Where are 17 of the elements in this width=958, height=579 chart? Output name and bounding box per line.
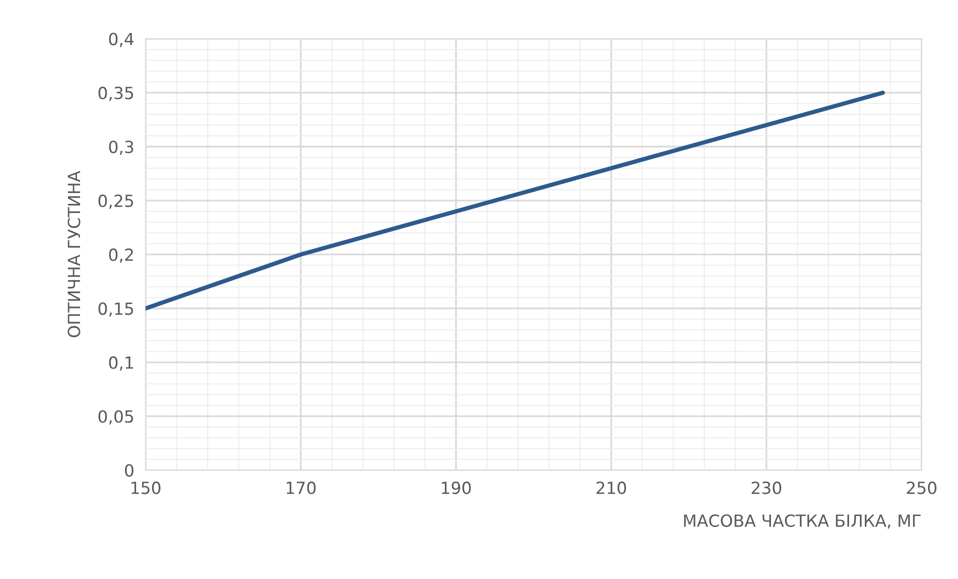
y-axis-title: ОПТИЧНА ГУСТИНА: [68, 170, 80, 338]
y-tick-label: 0,35: [98, 86, 134, 101]
y-tick-label: 0: [125, 464, 134, 477]
x-tick-label: 170: [286, 482, 316, 494]
y-tick-label: 0,4: [109, 32, 134, 48]
x-tick-label: 250: [906, 482, 936, 494]
y-tick-label: 0,3: [109, 140, 134, 155]
x-tick-label: 210: [596, 482, 626, 494]
x-tick-label: 150: [132, 482, 160, 494]
y-tick-label: 0,2: [109, 248, 133, 263]
y-tick-label: 0,25: [98, 194, 134, 209]
y-tick-label: 0,05: [98, 410, 134, 424]
y-tick-label: 0,15: [98, 302, 134, 317]
x-axis-title: МАСОВА ЧАСТКА БІЛКА, МГ: [684, 514, 921, 529]
x-tick-label: 190: [442, 482, 471, 494]
x-tick-label: 230: [752, 482, 782, 494]
y-tick-label: 0,1: [109, 356, 133, 371]
